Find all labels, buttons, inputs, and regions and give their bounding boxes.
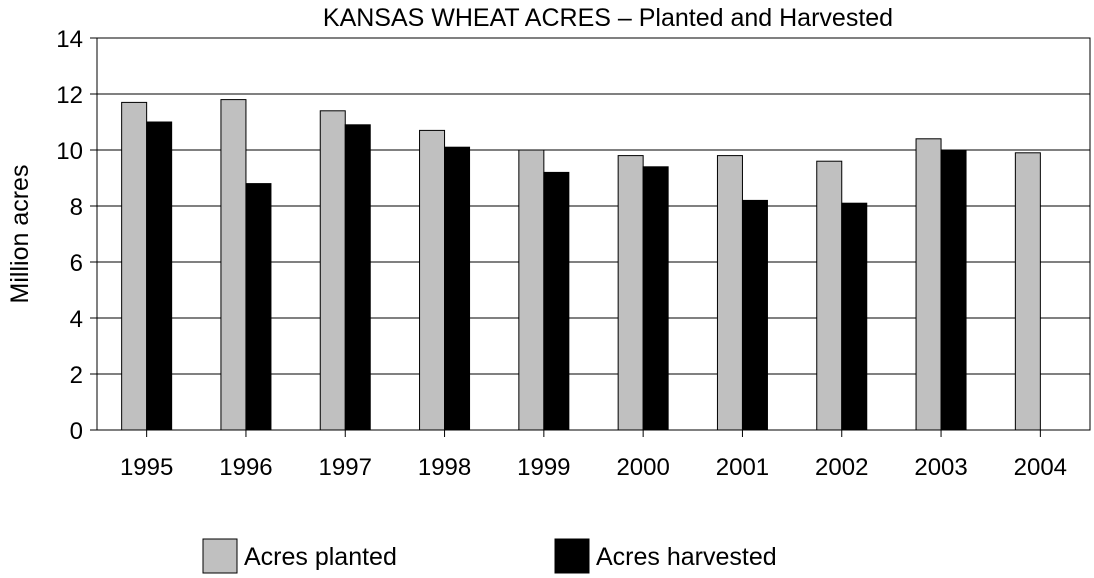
legend-label-planted: Acres planted — [244, 543, 397, 571]
bar-planted-1995 — [121, 101, 148, 431]
bar-harvested-2001 — [741, 199, 768, 431]
chart-title: KANSAS WHEAT ACRES – Planted and Harvest… — [323, 4, 893, 32]
x-tick-label: 2001 — [716, 454, 769, 481]
legend-swatch-harvested — [554, 538, 590, 574]
y-tick-label: 10 — [56, 138, 83, 165]
y-tick-label: 14 — [56, 26, 83, 53]
y-tick-label: 0 — [70, 418, 83, 445]
bar-harvested-1995 — [146, 121, 173, 431]
x-tick-label: 2004 — [1014, 454, 1067, 481]
legend-label-harvested: Acres harvested — [596, 543, 777, 571]
bar-harvested-1999 — [543, 171, 570, 431]
y-tick-label: 4 — [70, 306, 83, 333]
x-tick-label: 2000 — [616, 454, 669, 481]
bar-harvested-2003 — [940, 149, 967, 431]
bar-harvested-1996 — [245, 183, 272, 431]
bar-harvested-2000 — [642, 166, 669, 431]
x-tick-labels: 1995 1996 1997 1998 1999 2000 2001 2002 2003 2004 — [120, 454, 1067, 481]
x-tick-label: 1998 — [418, 454, 471, 481]
plot-area-border — [96, 37, 1091, 431]
legend: Acres planted Acres harvested — [202, 538, 777, 574]
bar-planted-2000 — [617, 155, 644, 431]
x-tick-label: 1995 — [120, 454, 173, 481]
x-tick-label: 1999 — [517, 454, 570, 481]
x-tick-label: 1997 — [319, 454, 372, 481]
bar-harvested-1998 — [444, 146, 471, 431]
x-tick-label: 2003 — [914, 454, 967, 481]
y-tick-label: 8 — [70, 194, 83, 221]
bars — [121, 99, 1041, 431]
bar-planted-1998 — [419, 129, 446, 431]
bar-planted-2004 — [1014, 152, 1041, 431]
y-tick-label: 12 — [56, 82, 83, 109]
bar-harvested-1997 — [344, 124, 371, 431]
x-tick-label: 2002 — [815, 454, 868, 481]
bar-planted-2003 — [915, 138, 942, 431]
axes — [96, 37, 1091, 437]
x-tick-label: 1996 — [219, 454, 272, 481]
y-tick-labels: 0 2 4 6 8 10 12 14 — [56, 26, 83, 445]
bar-planted-1997 — [319, 110, 346, 431]
bar-planted-2002 — [816, 160, 843, 431]
legend-swatch-planted — [202, 538, 238, 574]
bar-harvested-2002 — [841, 202, 868, 431]
bar-planted-2001 — [716, 155, 743, 431]
bar-planted-1999 — [518, 149, 545, 431]
y-tick-label: 6 — [70, 250, 83, 277]
bar-planted-1996 — [220, 99, 247, 431]
y-tick-label: 2 — [70, 362, 83, 389]
y-axis-label: Million acres — [6, 165, 34, 304]
